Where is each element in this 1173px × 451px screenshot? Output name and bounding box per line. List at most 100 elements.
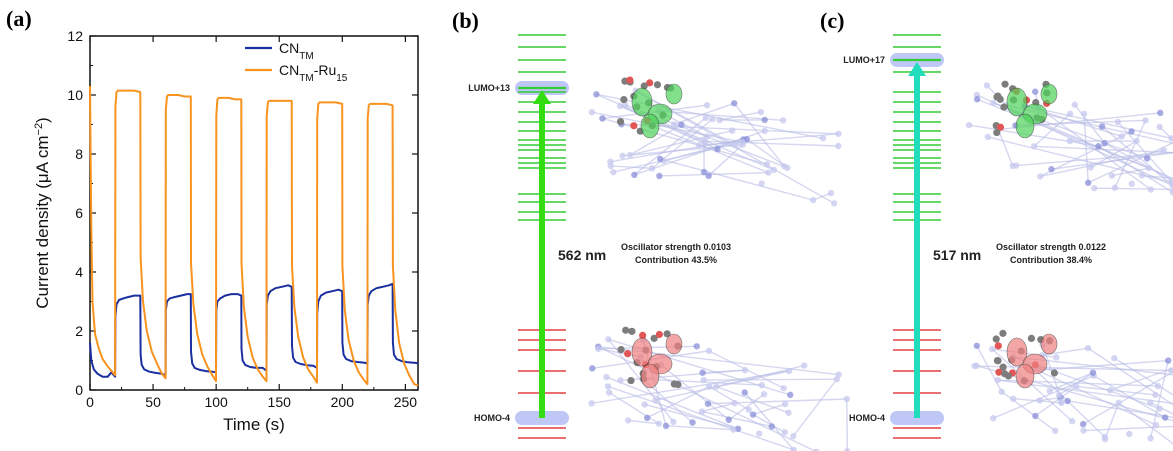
bond — [606, 376, 739, 430]
atom — [714, 145, 721, 153]
atom — [790, 446, 797, 451]
y-tick-label: 4 — [75, 264, 83, 280]
atom — [713, 383, 720, 390]
atom-core — [646, 79, 654, 87]
atom — [703, 133, 711, 140]
bond — [655, 370, 790, 401]
bond — [997, 129, 1014, 167]
panel-letter-a: (a) — [6, 6, 32, 31]
atom — [1079, 420, 1087, 428]
atom — [655, 420, 663, 427]
atom — [749, 411, 757, 418]
atom — [989, 415, 997, 422]
atom — [1048, 166, 1055, 173]
atom — [779, 117, 787, 124]
atom — [1032, 412, 1039, 420]
bond — [660, 364, 730, 421]
atom — [1068, 418, 1076, 425]
atom — [716, 116, 723, 124]
bond — [644, 403, 739, 430]
molecule-structure — [971, 329, 1173, 445]
atom — [781, 163, 788, 170]
molecule-structure — [588, 76, 842, 207]
atom — [648, 165, 656, 172]
atom — [835, 130, 842, 137]
atom-core — [999, 363, 1007, 371]
atom — [971, 362, 978, 370]
atom — [785, 367, 793, 375]
bond — [1038, 106, 1152, 191]
bond — [1041, 359, 1169, 371]
atom — [1167, 367, 1173, 374]
x-tick-label: 50 — [145, 394, 161, 410]
atom — [1138, 172, 1146, 179]
atom — [1160, 146, 1167, 154]
bond — [646, 385, 710, 419]
bond — [591, 111, 743, 143]
series-line-cntm — [89, 282, 419, 378]
atom-core — [617, 345, 625, 354]
bond — [703, 378, 837, 381]
bond — [708, 386, 749, 411]
atom — [741, 389, 748, 396]
atom — [761, 127, 768, 135]
atom — [781, 400, 789, 408]
atom — [965, 121, 973, 129]
bond — [733, 102, 785, 167]
bond — [1094, 187, 1173, 191]
atom — [785, 409, 792, 416]
atom — [1152, 391, 1159, 399]
axis-ticks: 0 50 100 150 200 250 0 2 4 6 8 10 12 — [67, 28, 418, 410]
bond — [1113, 357, 1173, 396]
atom — [1143, 155, 1151, 162]
atom — [1010, 395, 1017, 402]
atom — [801, 362, 808, 369]
atom — [725, 416, 732, 423]
atom — [732, 142, 739, 149]
atom — [1147, 435, 1154, 442]
orbital-lobe — [1006, 87, 1028, 117]
y-tick-label: 2 — [75, 323, 83, 339]
atom-core — [993, 356, 1002, 365]
atom-core — [992, 335, 1000, 343]
atom — [741, 367, 749, 374]
atom-core — [995, 368, 1003, 376]
atom — [1053, 354, 1060, 361]
x-tick-label: 200 — [331, 394, 355, 410]
atom — [1037, 173, 1044, 180]
bond — [752, 413, 786, 433]
atom — [1133, 137, 1140, 145]
atom — [644, 414, 651, 422]
atom — [607, 162, 614, 170]
bond — [752, 403, 786, 416]
atom — [1071, 101, 1079, 108]
bond — [659, 171, 769, 177]
atom — [702, 114, 710, 122]
atom — [745, 406, 752, 413]
bond — [1033, 113, 1071, 147]
atom — [984, 133, 992, 141]
energy-diagram-c: LUMO+17 HOMO-4 517 nm Oscillator strength 0… — [843, 34, 1173, 445]
wavelength-label: 517 nm — [933, 247, 981, 263]
atom-core — [993, 128, 1001, 137]
atom — [599, 115, 606, 122]
bond — [702, 369, 746, 374]
bond — [707, 398, 847, 405]
orbital-lobe — [665, 83, 683, 105]
atom — [619, 152, 626, 159]
x-tick-label: 0 — [86, 394, 94, 410]
panel-letter-b: (b) — [452, 8, 479, 33]
orbital-lobe — [1006, 337, 1028, 367]
atom — [1066, 110, 1074, 118]
atom-core — [1001, 80, 1009, 88]
atom — [605, 336, 612, 343]
atom — [756, 430, 763, 437]
atom — [1147, 186, 1154, 193]
atom — [1057, 398, 1065, 406]
atom-core — [616, 117, 625, 126]
bond — [968, 124, 1099, 147]
atom — [770, 166, 778, 174]
atom — [994, 376, 1001, 384]
atom — [827, 189, 835, 197]
